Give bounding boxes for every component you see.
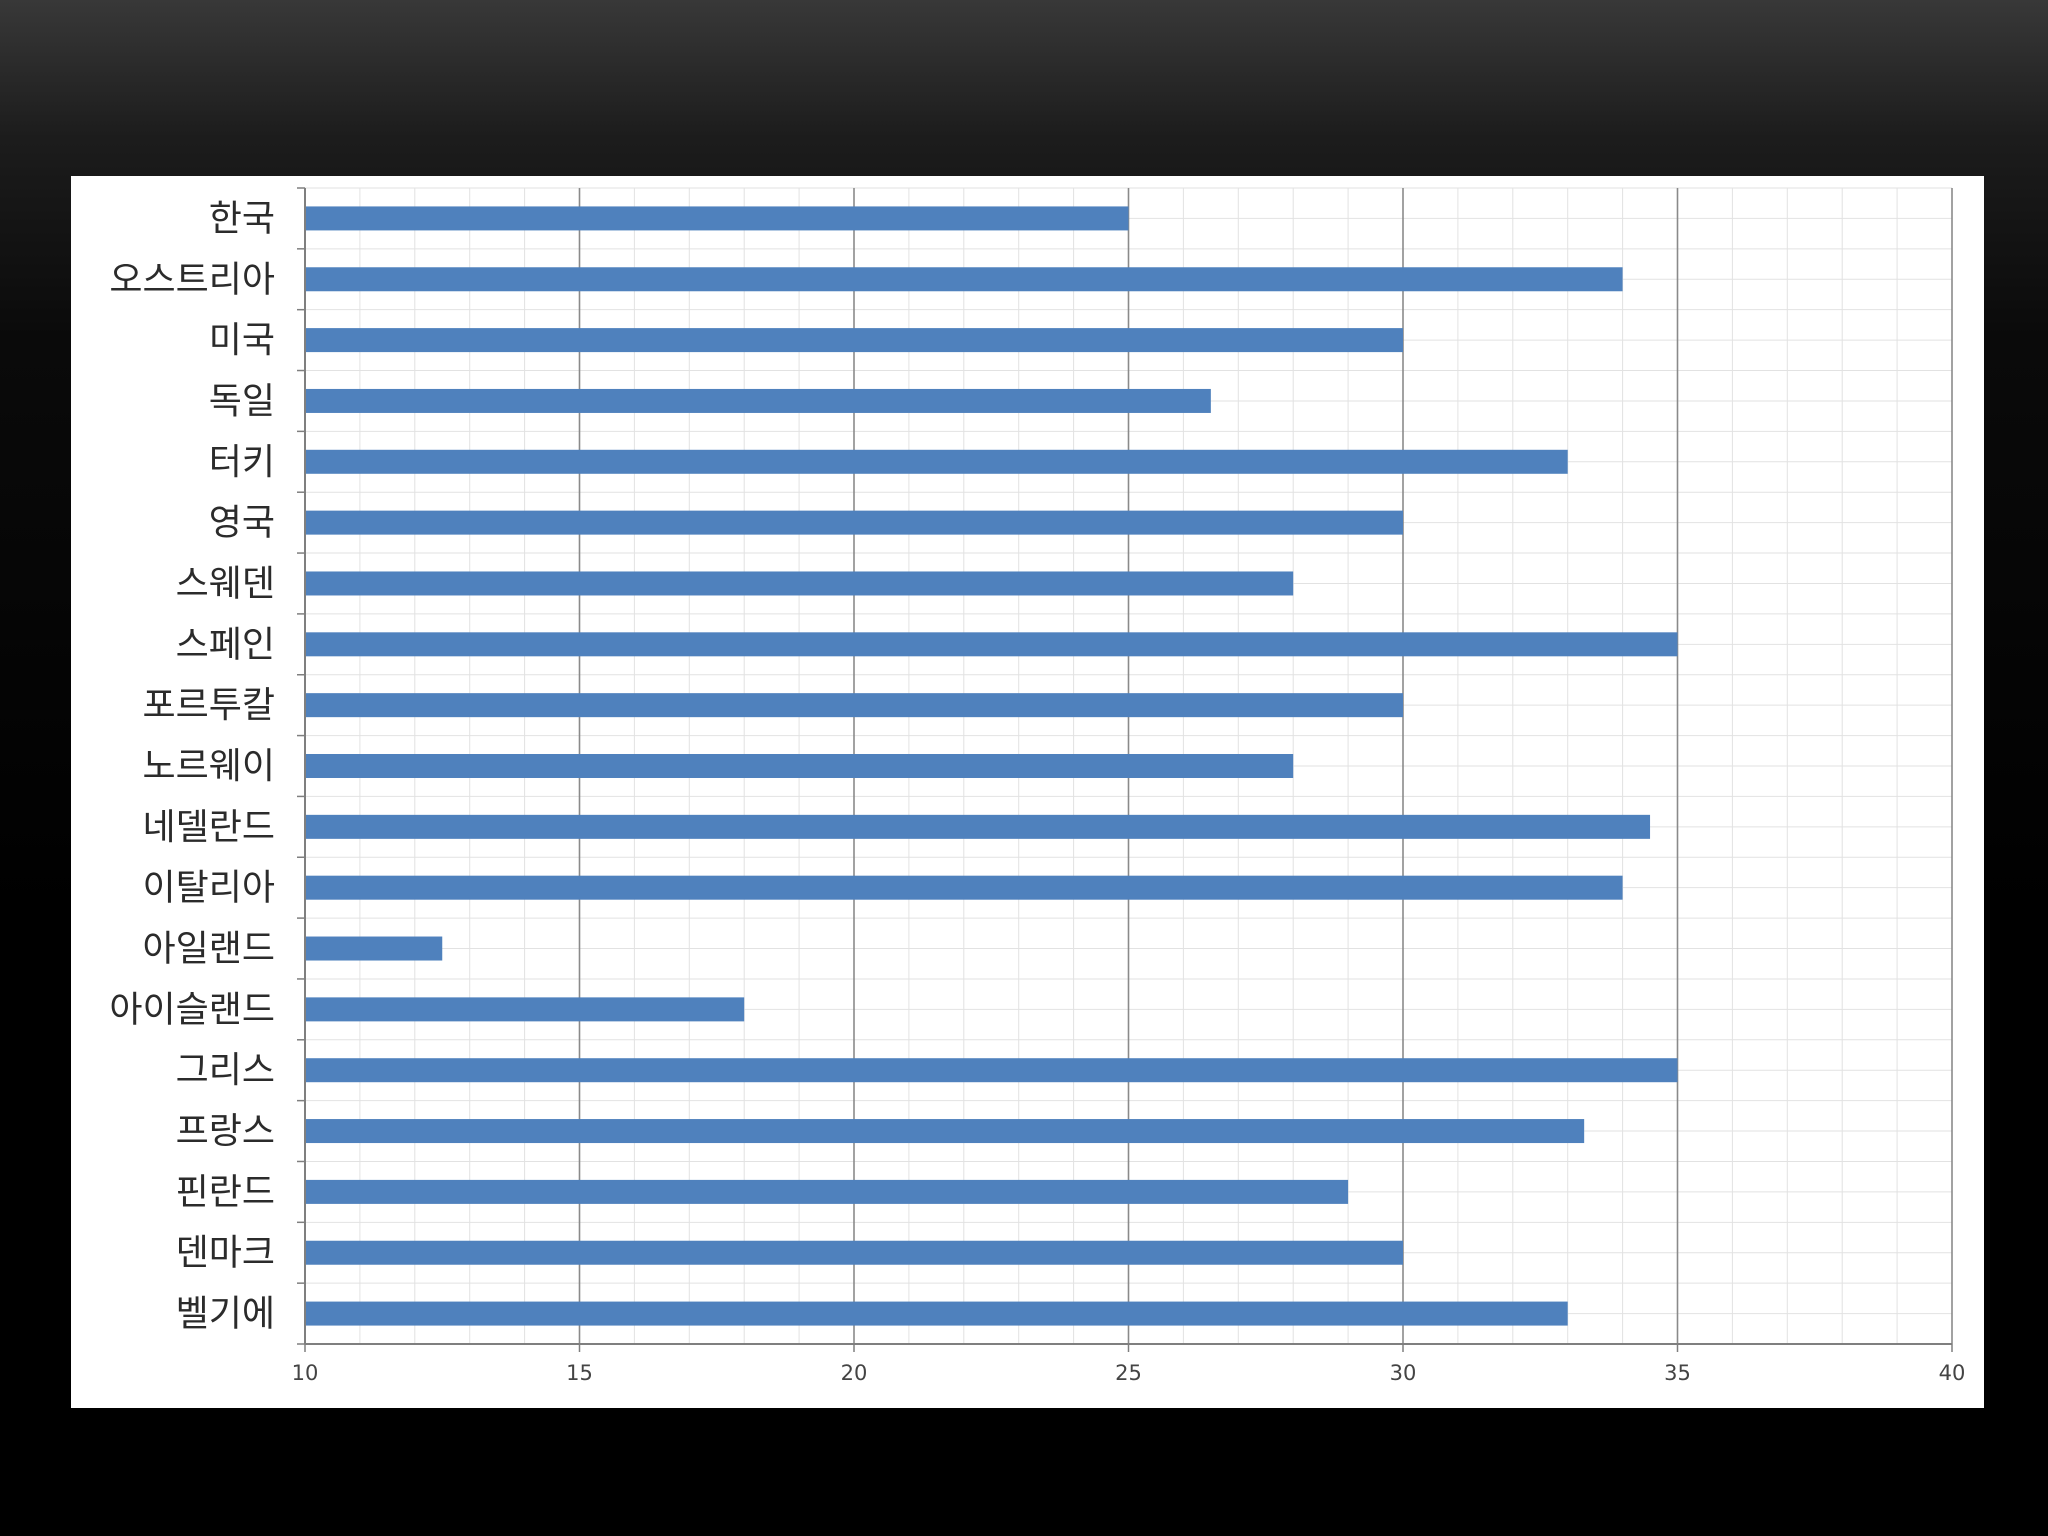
category-label-4: 독일	[209, 381, 275, 422]
bar-19	[305, 1301, 1568, 1326]
bar-5	[305, 449, 1568, 474]
bar-10	[305, 754, 1294, 778]
bar-12	[305, 875, 1623, 900]
category-label-10: 노르웨이	[143, 746, 275, 787]
bar-7	[305, 571, 1294, 596]
x-tick-label-20: 20	[841, 1361, 868, 1385]
x-tick-label-30: 30	[1390, 1361, 1417, 1385]
x-tick-label-10: 10	[292, 1361, 319, 1385]
bar-chart: 한국오스트리아미국독일터키영국스웨덴스페인포르투칼노르웨이네델란드이탈리아아일랜…	[109, 187, 1966, 1385]
bar-13	[305, 936, 443, 961]
bar-14	[305, 997, 745, 1022]
bar-2	[305, 267, 1623, 292]
x-tick-labels: 10 15 20 25 30 35 40	[292, 1361, 1966, 1385]
category-label-19: 벨기에	[176, 1294, 275, 1335]
category-label-11: 네델란드	[143, 807, 275, 848]
bar-3	[305, 328, 1403, 353]
category-label-14: 아이슬랜드	[109, 989, 275, 1030]
bars	[305, 206, 1678, 1326]
category-label-7: 스웨덴	[176, 563, 275, 604]
category-label-5: 터키	[209, 442, 275, 483]
category-label-3: 미국	[209, 320, 275, 361]
x-tick-label-40: 40	[1939, 1361, 1966, 1385]
bar-15	[305, 1058, 1678, 1083]
bar-9	[305, 693, 1403, 718]
bar-4	[305, 388, 1211, 413]
x-tick-label-25: 25	[1115, 1361, 1142, 1385]
x-tick-label-35: 35	[1664, 1361, 1691, 1385]
category-label-16: 프랑스	[176, 1111, 275, 1152]
category-label-12: 이탈리아	[143, 868, 275, 909]
category-labels: 한국오스트리아미국독일터키영국스웨덴스페인포르투칼노르웨이네델란드이탈리아아일랜…	[109, 198, 275, 1334]
bar-11	[305, 814, 1651, 839]
bar-8	[305, 632, 1678, 657]
category-label-1: 한국	[209, 198, 275, 239]
category-label-15: 그리스	[176, 1050, 275, 1091]
axes	[297, 187, 1953, 1352]
bar-18	[305, 1240, 1403, 1265]
x-tick-label-15: 15	[566, 1361, 593, 1385]
category-label-2: 오스트리아	[109, 259, 275, 300]
category-label-17: 핀란드	[176, 1172, 275, 1213]
category-label-9: 포르투칼	[143, 685, 275, 726]
bar-1	[305, 206, 1129, 231]
bar-17	[305, 1179, 1349, 1204]
category-label-13: 아일랜드	[143, 929, 275, 970]
category-label-18: 덴마크	[176, 1233, 275, 1274]
bar-6	[305, 510, 1403, 535]
category-label-8: 스페인	[176, 624, 275, 665]
bar-16	[305, 1119, 1585, 1144]
category-label-6: 영국	[209, 503, 275, 544]
